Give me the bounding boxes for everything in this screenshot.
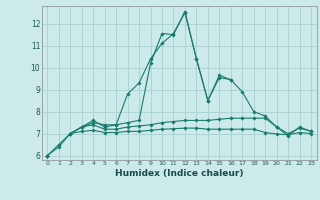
X-axis label: Humidex (Indice chaleur): Humidex (Indice chaleur) <box>115 169 244 178</box>
